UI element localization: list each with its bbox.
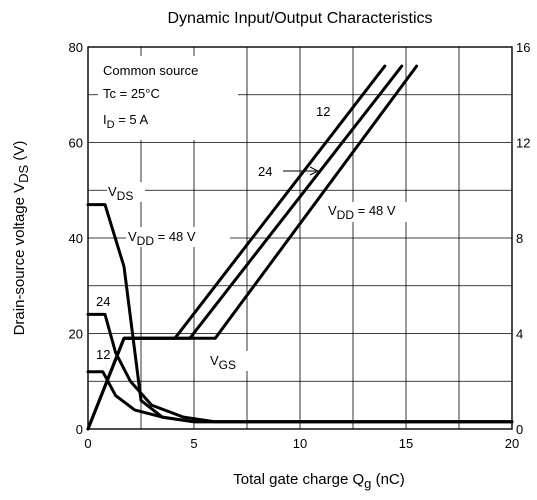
y-tick-label: 60 (69, 136, 83, 151)
vds-label: VDS (108, 184, 133, 203)
vds-curve-vdd-12 (86, 370, 514, 424)
y-tick-label: 80 (69, 40, 83, 55)
vgs-label-bg (208, 351, 248, 371)
x-axis-label-unit: (nC) (371, 471, 404, 488)
vdd48-right-rest: = 48 V (354, 203, 396, 218)
vgs-curve-vdd-48 (86, 64, 419, 431)
x-tick-label: 15 (399, 436, 413, 451)
plot-frame (87, 46, 513, 430)
y2-tick-label: 4 (516, 327, 523, 342)
vds-label-bg (107, 182, 145, 202)
x-tick-label: 5 (190, 436, 197, 451)
y-axis-label-sub: DS (16, 164, 31, 182)
vgs-label: VGS (210, 353, 236, 372)
condition-id-main: I (103, 112, 107, 127)
v24-left-label: 24 (96, 294, 110, 309)
vdd48-left-rest: = 48 V (154, 229, 196, 244)
vdd48-right-sub: DD (337, 208, 355, 222)
v24-arrow-head (309, 166, 320, 176)
vdd48-right-label: VDD = 48 V (328, 203, 396, 222)
condition-id: ID = 5 A (103, 112, 149, 131)
condition-tc: Tc = 25°C (103, 86, 160, 101)
y2-tick-label: 16 (516, 40, 530, 55)
vdd48-right-bg (326, 202, 422, 222)
condition-id-sub: D (107, 119, 115, 131)
vdd48-left-main: V (128, 229, 137, 244)
curves (86, 64, 514, 431)
y2-tick-label: 8 (516, 231, 523, 246)
vdd48-left-sub: DD (137, 234, 155, 248)
vds-label-sub: DS (117, 189, 134, 203)
x-axis-label-sub: g (364, 476, 371, 491)
vdd48-left-bg (126, 227, 230, 247)
v24-right-bg (256, 162, 280, 180)
x-axis-label: Total gate charge Qg (nC) (233, 471, 405, 491)
y2-tick-label: 0 (516, 422, 523, 437)
condition-id-rest: = 5 A (115, 112, 149, 127)
x-tick-label: 20 (505, 436, 519, 451)
chart-title: Dynamic Input/Output Characteristics (168, 10, 433, 27)
x-axis-label-main: Total gate charge Q (233, 471, 364, 488)
v12-right-label: 12 (316, 104, 330, 119)
conditions-box (98, 56, 238, 140)
vgs-label-main: V (210, 353, 219, 368)
condition-common-source: Common source (103, 63, 198, 78)
y2-tick-label: 12 (516, 136, 530, 151)
v12-left-label: 12 (96, 347, 110, 362)
x-tick-label: 10 (293, 436, 307, 451)
v24-right-label: 24 (258, 164, 272, 179)
vds-label-main: V (108, 184, 117, 199)
y-axis-label-main: Drain-source voltage V (11, 183, 28, 336)
y-tick-label: 40 (69, 231, 83, 246)
y-axis-label: Drain-source voltage VDS (V) (11, 141, 31, 336)
y-tick-label: 0 (76, 422, 83, 437)
vgs-label-sub: GS (219, 358, 236, 372)
vdd48-left-label: VDD = 48 V (128, 229, 196, 248)
vdd48-right-main: V (328, 203, 337, 218)
x-tick-label: 0 (84, 436, 91, 451)
y-axis-label-unit: (V) (11, 141, 28, 165)
y-tick-label: 20 (69, 327, 83, 342)
